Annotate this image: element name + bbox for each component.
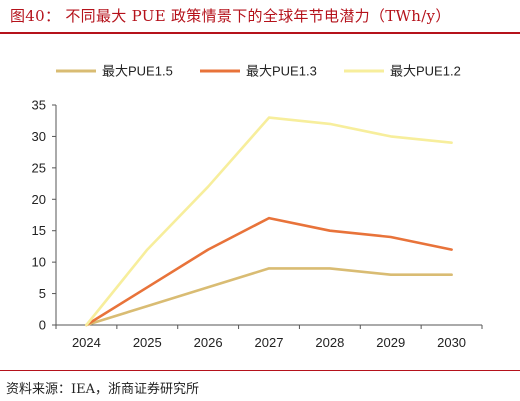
y-tick-label: 5	[39, 286, 46, 301]
series-line-1	[85, 267, 453, 327]
y-tick-label: 25	[32, 160, 46, 175]
figure-title: 图40： 不同最大 PUE 政策情景下的全球年节电潜力（TWh/y）	[10, 7, 451, 25]
x-tick-label: 2024	[72, 335, 101, 350]
x-tick-label: 2025	[133, 335, 162, 350]
line-chart: 最大PUE1.5 最大PUE1.3 最大PUE1.2 051015202530352…	[32, 64, 483, 350]
x-tick-label: 2026	[194, 335, 223, 350]
y-tick-label: 30	[32, 129, 46, 144]
y-tick-label: 20	[32, 192, 46, 207]
legend-label: 最大PUE1.2	[390, 64, 461, 79]
legend-label: 最大PUE1.3	[246, 64, 317, 79]
y-tick-label: 35	[32, 98, 46, 113]
x-tick-label: 2028	[315, 335, 344, 350]
legend: 最大PUE1.5 最大PUE1.3 最大PUE1.2	[56, 64, 461, 79]
legend-label: 最大PUE1.5	[102, 64, 173, 79]
y-tick-label: 15	[32, 223, 46, 238]
source-note: 资料来源：IEA，浙商证券研究所	[6, 382, 200, 397]
series-line-3	[85, 116, 453, 327]
x-tick-label: 2029	[376, 335, 405, 350]
series-layer	[85, 116, 453, 327]
x-tick-label: 2030	[437, 335, 466, 350]
footer-rule	[0, 370, 520, 371]
y-tick-label: 10	[32, 255, 46, 270]
series-line-2	[85, 216, 453, 327]
y-tick-label: 0	[39, 318, 46, 333]
x-tick-label: 2027	[255, 335, 284, 350]
title-rule	[0, 32, 520, 34]
